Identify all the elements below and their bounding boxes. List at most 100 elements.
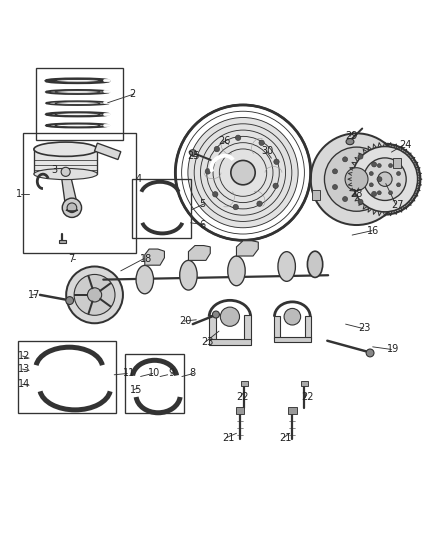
Text: 11: 11 <box>123 368 135 378</box>
Circle shape <box>61 167 70 176</box>
Circle shape <box>233 204 238 210</box>
Circle shape <box>88 288 102 302</box>
Bar <box>241 381 248 386</box>
Bar <box>312 190 321 200</box>
Text: 18: 18 <box>140 254 152 264</box>
Text: 25: 25 <box>187 151 200 161</box>
Circle shape <box>235 135 241 141</box>
Polygon shape <box>188 246 210 261</box>
Text: 23: 23 <box>359 324 371 334</box>
Bar <box>34 149 97 174</box>
Ellipse shape <box>34 142 97 156</box>
Circle shape <box>378 172 392 187</box>
Bar <box>22 133 136 253</box>
Ellipse shape <box>55 124 100 127</box>
Text: 28: 28 <box>350 189 362 199</box>
Ellipse shape <box>278 252 295 281</box>
Circle shape <box>369 172 373 175</box>
Circle shape <box>62 198 81 217</box>
Circle shape <box>364 158 406 200</box>
Circle shape <box>389 164 392 167</box>
Circle shape <box>67 203 77 213</box>
Text: 10: 10 <box>148 368 160 378</box>
Text: 26: 26 <box>218 136 230 146</box>
Text: 30: 30 <box>262 146 274 156</box>
Ellipse shape <box>212 311 219 318</box>
Text: 22: 22 <box>301 392 314 401</box>
Text: 22: 22 <box>237 392 249 401</box>
Text: 12: 12 <box>18 351 31 361</box>
Polygon shape <box>61 174 78 208</box>
Circle shape <box>66 266 123 323</box>
Text: 16: 16 <box>367 225 380 236</box>
Circle shape <box>187 117 299 228</box>
Circle shape <box>371 162 377 167</box>
Bar <box>125 354 184 413</box>
Polygon shape <box>145 249 164 265</box>
Circle shape <box>343 157 348 162</box>
Ellipse shape <box>66 297 74 304</box>
Ellipse shape <box>136 265 153 294</box>
Polygon shape <box>237 241 258 256</box>
Circle shape <box>220 307 240 326</box>
Circle shape <box>205 168 211 174</box>
Circle shape <box>284 309 300 325</box>
Bar <box>35 68 123 140</box>
Text: 7: 7 <box>68 254 74 264</box>
Ellipse shape <box>55 102 100 104</box>
Circle shape <box>231 160 255 185</box>
Text: 21: 21 <box>279 433 292 442</box>
Circle shape <box>350 144 420 215</box>
Circle shape <box>377 164 381 167</box>
Text: 19: 19 <box>387 344 399 354</box>
Circle shape <box>377 176 382 182</box>
Text: 6: 6 <box>199 220 205 230</box>
Circle shape <box>371 191 377 197</box>
Ellipse shape <box>346 139 354 144</box>
Text: 14: 14 <box>18 379 30 390</box>
Text: 24: 24 <box>399 140 411 150</box>
Circle shape <box>325 147 389 211</box>
Text: 4: 4 <box>136 174 142 184</box>
Circle shape <box>74 274 115 316</box>
Circle shape <box>273 183 278 189</box>
Text: 15: 15 <box>130 385 142 394</box>
Circle shape <box>214 147 219 152</box>
Circle shape <box>352 147 418 212</box>
Text: 17: 17 <box>28 290 40 300</box>
Circle shape <box>332 169 338 174</box>
Circle shape <box>259 140 265 146</box>
Text: 8: 8 <box>189 368 195 378</box>
Ellipse shape <box>55 113 100 116</box>
Circle shape <box>212 191 218 197</box>
Circle shape <box>274 159 279 165</box>
Circle shape <box>396 183 400 187</box>
Bar <box>305 316 311 338</box>
Text: 5: 5 <box>199 199 205 209</box>
Text: 3: 3 <box>51 165 57 175</box>
Text: 1: 1 <box>16 189 22 199</box>
Ellipse shape <box>55 91 100 93</box>
Circle shape <box>389 191 392 195</box>
Circle shape <box>257 201 262 206</box>
Bar <box>209 338 251 345</box>
Ellipse shape <box>180 261 197 290</box>
Circle shape <box>311 133 403 225</box>
Polygon shape <box>95 143 121 159</box>
Bar <box>300 381 307 386</box>
Ellipse shape <box>228 256 245 286</box>
Text: 13: 13 <box>18 364 30 374</box>
Text: 21: 21 <box>222 433 234 442</box>
Bar <box>236 407 244 414</box>
Text: 9: 9 <box>169 368 175 378</box>
Bar <box>392 158 401 168</box>
Circle shape <box>377 191 381 195</box>
Circle shape <box>345 168 368 191</box>
Bar <box>132 179 191 238</box>
Bar <box>274 337 311 342</box>
Ellipse shape <box>34 168 97 180</box>
Text: 27: 27 <box>392 199 404 209</box>
Bar <box>18 341 117 413</box>
Ellipse shape <box>307 251 323 277</box>
Ellipse shape <box>55 79 100 82</box>
